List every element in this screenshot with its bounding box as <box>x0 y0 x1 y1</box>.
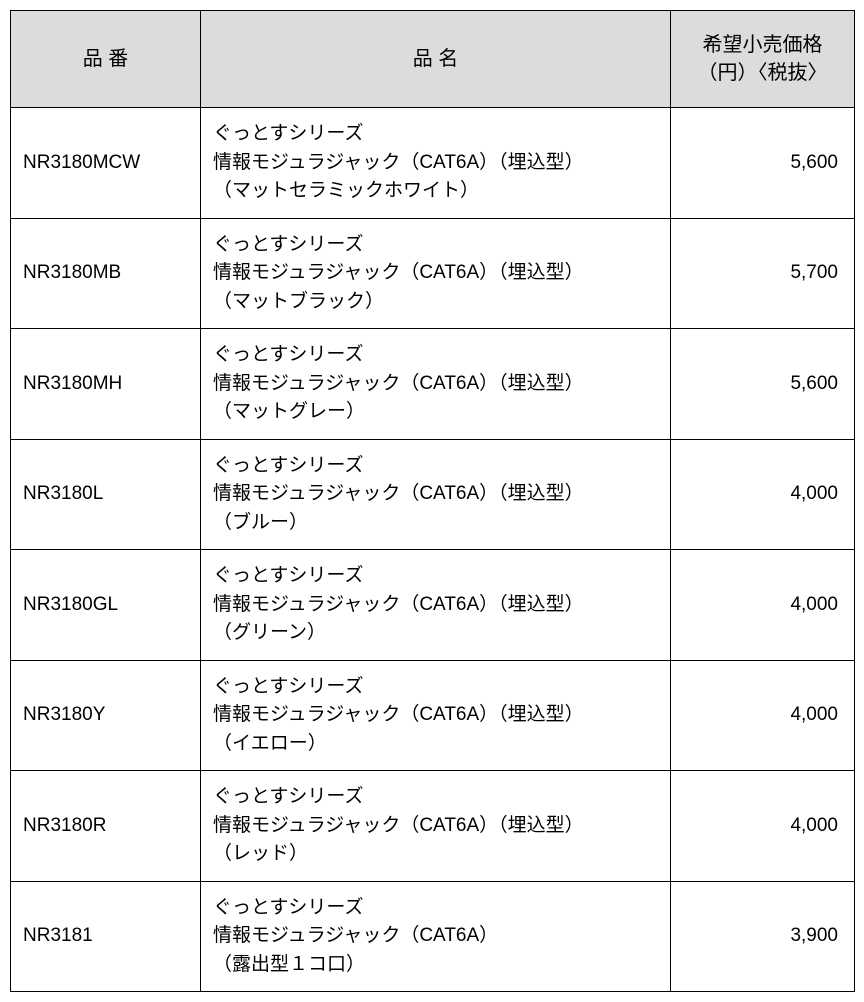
table-row: NR3180GL ぐっとすシリーズ情報モジュラジャック（CAT6A）（埋込型）（… <box>11 550 855 661</box>
cell-code: NR3180Y <box>11 660 201 771</box>
cell-name: ぐっとすシリーズ情報モジュラジャック（CAT6A）（埋込型）（マットセラミックホ… <box>201 108 671 219</box>
cell-price: 4,000 <box>671 439 855 550</box>
table-row: NR3180MH ぐっとすシリーズ情報モジュラジャック（CAT6A）（埋込型）（… <box>11 329 855 440</box>
cell-price: 4,000 <box>671 550 855 661</box>
cell-price: 5,600 <box>671 108 855 219</box>
cell-name: ぐっとすシリーズ情報モジュラジャック（CAT6A）（埋込型）（レッド） <box>201 771 671 882</box>
cell-name: ぐっとすシリーズ情報モジュラジャック（CAT6A）（露出型１コ口） <box>201 881 671 992</box>
cell-code: NR3180L <box>11 439 201 550</box>
cell-name: ぐっとすシリーズ情報モジュラジャック（CAT6A）（埋込型）（イエロー） <box>201 660 671 771</box>
product-price-table: 品 番 品 名 希望小売価格（円）〈税抜〉 NR3180MCW ぐっとすシリーズ… <box>10 10 855 992</box>
cell-code: NR3180MCW <box>11 108 201 219</box>
col-header-price: 希望小売価格（円）〈税抜〉 <box>671 11 855 108</box>
cell-code: NR3180MH <box>11 329 201 440</box>
table-row: NR3180MCW ぐっとすシリーズ情報モジュラジャック（CAT6A）（埋込型）… <box>11 108 855 219</box>
cell-price: 5,700 <box>671 218 855 329</box>
cell-name: ぐっとすシリーズ情報モジュラジャック（CAT6A）（埋込型）（マットグレー） <box>201 329 671 440</box>
cell-code: NR3180MB <box>11 218 201 329</box>
cell-name: ぐっとすシリーズ情報モジュラジャック（CAT6A）（埋込型）（マットブラック） <box>201 218 671 329</box>
table-row: NR3180L ぐっとすシリーズ情報モジュラジャック（CAT6A）（埋込型）（ブ… <box>11 439 855 550</box>
col-header-code: 品 番 <box>11 11 201 108</box>
cell-code: NR3181 <box>11 881 201 992</box>
cell-price: 3,900 <box>671 881 855 992</box>
cell-name: ぐっとすシリーズ情報モジュラジャック（CAT6A）（埋込型）（グリーン） <box>201 550 671 661</box>
cell-code: NR3180R <box>11 771 201 882</box>
table-header-row: 品 番 品 名 希望小売価格（円）〈税抜〉 <box>11 11 855 108</box>
table-row: NR3181 ぐっとすシリーズ情報モジュラジャック（CAT6A）（露出型１コ口）… <box>11 881 855 992</box>
cell-price: 4,000 <box>671 771 855 882</box>
cell-price: 5,600 <box>671 329 855 440</box>
cell-price: 4,000 <box>671 660 855 771</box>
cell-name: ぐっとすシリーズ情報モジュラジャック（CAT6A）（埋込型）（ブルー） <box>201 439 671 550</box>
col-header-name: 品 名 <box>201 11 671 108</box>
table-row: NR3180R ぐっとすシリーズ情報モジュラジャック（CAT6A）（埋込型）（レ… <box>11 771 855 882</box>
table-body: NR3180MCW ぐっとすシリーズ情報モジュラジャック（CAT6A）（埋込型）… <box>11 108 855 992</box>
cell-code: NR3180GL <box>11 550 201 661</box>
table-row: NR3180MB ぐっとすシリーズ情報モジュラジャック（CAT6A）（埋込型）（… <box>11 218 855 329</box>
table-row: NR3180Y ぐっとすシリーズ情報モジュラジャック（CAT6A）（埋込型）（イ… <box>11 660 855 771</box>
